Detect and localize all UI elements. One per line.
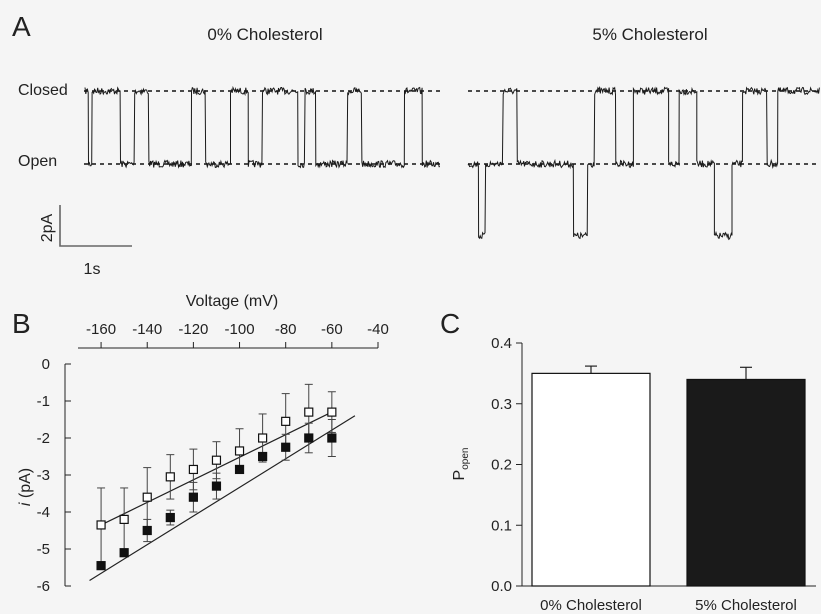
- open-state-label: Open: [18, 153, 57, 170]
- x-tick-label: -160: [86, 321, 116, 338]
- data-point-filled: [258, 451, 268, 462]
- closed-state-label: Closed: [18, 82, 68, 99]
- data-point-open: [119, 514, 129, 525]
- panel-label-c: C: [440, 308, 460, 339]
- fit-line: [89, 415, 356, 581]
- panel-label-a: A: [12, 11, 31, 42]
- category-label: 0% Cholesterol: [540, 597, 642, 614]
- y-tick-label: -5: [37, 541, 50, 558]
- x-tick-label: -60: [321, 321, 343, 338]
- y-tick-label: 0.2: [491, 457, 512, 474]
- data-point-open: [96, 520, 106, 530]
- y-tick-label: -3: [37, 467, 50, 484]
- data-point-filled: [96, 561, 106, 571]
- y-axis: 0 -1 -2 -3 -4 -5 -6: [37, 356, 71, 595]
- panel-label-b: B: [12, 308, 31, 339]
- x-tick-label: -100: [225, 321, 255, 338]
- data-point-filled: [234, 464, 245, 475]
- y-tick-label: 0.4: [491, 335, 512, 352]
- scale-bar-time-label: 1s: [84, 261, 101, 278]
- y-tick-label: 0: [42, 356, 50, 373]
- trace-title-1: 5% Cholesterol: [592, 25, 707, 44]
- y-tick-label: -1: [37, 393, 50, 410]
- data-point-filled: [281, 442, 291, 452]
- x-axis-title: Voltage (mV): [186, 293, 278, 310]
- data-point-filled: [165, 512, 175, 523]
- data-point-open: [165, 472, 175, 482]
- y-tick-label: -6: [37, 578, 50, 595]
- y-tick-label: 0.1: [491, 517, 512, 534]
- x-tick-label: -80: [275, 321, 297, 338]
- category-label: 5% Cholesterol: [695, 597, 797, 614]
- bar: [686, 378, 806, 587]
- data-point-open: [234, 446, 245, 456]
- data-point-open: [142, 492, 152, 502]
- current-trace-0-cholesterol: [84, 85, 440, 169]
- data-point-filled: [327, 433, 337, 443]
- data-point-open: [304, 407, 314, 417]
- data-point-filled: [211, 481, 222, 491]
- y-tick-label: 0.0: [491, 578, 512, 595]
- data-point-open: [327, 407, 337, 417]
- y-tick-label: -2: [37, 430, 50, 447]
- data-point-open: [188, 464, 198, 475]
- panel-c: C Popen 0.0 0.1 0.2 0.3 0.4 0% Cholesterol 5%…: [440, 308, 816, 614]
- x-tick-label: -40: [367, 321, 389, 338]
- panel-b: B Voltage (mV) -160 -140 -120 -100 -80 -60 -40…: [12, 293, 389, 595]
- bars: 0% Cholesterol 5% Cholesterol: [531, 365, 806, 614]
- data-point-open: [258, 433, 268, 443]
- scale-bar-current-label: 2pA: [39, 213, 56, 242]
- current-trace-5-cholesterol: [467, 85, 820, 241]
- y-axis-title: i (pA): [17, 468, 34, 506]
- data-point-filled: [142, 525, 152, 536]
- x-tick-label: -140: [132, 321, 162, 338]
- y-axis-title-popen: Popen: [451, 448, 471, 481]
- x-tick-label: -120: [178, 321, 208, 338]
- data-point-open: [281, 416, 291, 426]
- trace-title-0: 0% Cholesterol: [207, 25, 322, 44]
- data-point-open: [211, 455, 222, 465]
- bar: [531, 372, 651, 587]
- plot-area: [89, 383, 356, 581]
- data-point-filled: [304, 433, 314, 443]
- x-axis: -160 -140 -120 -100 -80 -60 -40: [78, 321, 389, 349]
- y-tick-label: 0.3: [491, 396, 512, 413]
- data-point-filled: [119, 548, 129, 558]
- y-tick-label: -4: [37, 504, 50, 521]
- data-point-filled: [188, 492, 198, 502]
- panel-a: A 0% Cholesterol 5% Cholesterol Closed O…: [12, 11, 820, 278]
- scale-bar: [59, 205, 132, 247]
